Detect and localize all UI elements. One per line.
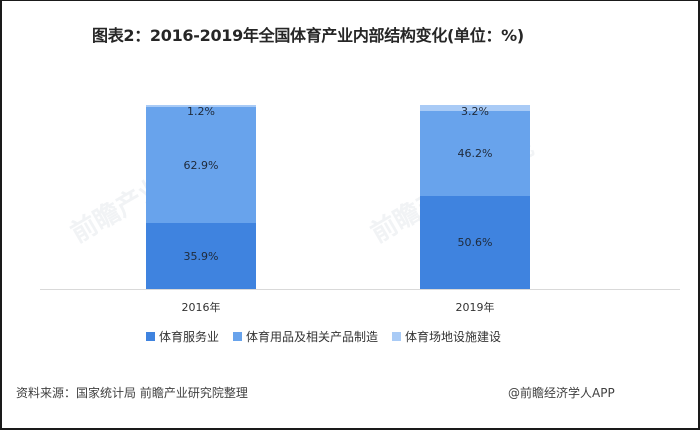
- legend-item-sports-services: 体育服务业: [146, 328, 219, 345]
- segment-sports-services: [146, 222, 256, 289]
- data-label: 1.2%: [187, 105, 215, 118]
- chart-title: 图表2：2016-2019年全国体育产业内部结构变化(单位：%): [92, 26, 524, 45]
- bar-2016: 1.2% 62.9% 35.9%: [146, 105, 256, 289]
- source-note: 资料来源：国家统计局 前瞻产业研究院整理: [16, 386, 248, 400]
- x-tick-label: 2016年: [181, 301, 221, 314]
- data-label: 35.9%: [183, 249, 219, 263]
- bar-2019: 3.2% 46.2% 50.6%: [420, 105, 530, 289]
- segment-sports-services: [420, 195, 530, 289]
- legend: 体育服务业 体育用品及相关产品制造 体育场地设施建设: [146, 328, 501, 345]
- legend-label: 体育场地设施建设: [405, 330, 502, 344]
- segment-venue-construction: [146, 105, 256, 108]
- credit: @前瞻经济学人APP: [508, 386, 615, 400]
- x-tick-label: 2019年: [455, 301, 495, 314]
- legend-label: 体育用品及相关产品制造: [246, 330, 379, 344]
- data-label: 62.9%: [183, 159, 219, 173]
- legend-swatch: [146, 332, 155, 341]
- segment-goods-manufacturing: [146, 107, 256, 223]
- legend-swatch: [233, 332, 243, 341]
- data-label: 3.2%: [461, 105, 489, 118]
- segment-venue-construction: [420, 105, 530, 111]
- data-label: 50.6%: [457, 236, 493, 250]
- legend-label: 体育服务业: [159, 330, 220, 344]
- legend-item-goods-manufacturing: 体育用品及相关产品制造: [233, 328, 378, 345]
- segment-goods-manufacturing: [420, 110, 530, 196]
- x-axis-line: [40, 289, 680, 290]
- data-label: 46.2%: [457, 147, 493, 161]
- legend-item-venue-construction: 体育场地设施建设: [392, 328, 501, 345]
- legend-swatch: [392, 332, 402, 341]
